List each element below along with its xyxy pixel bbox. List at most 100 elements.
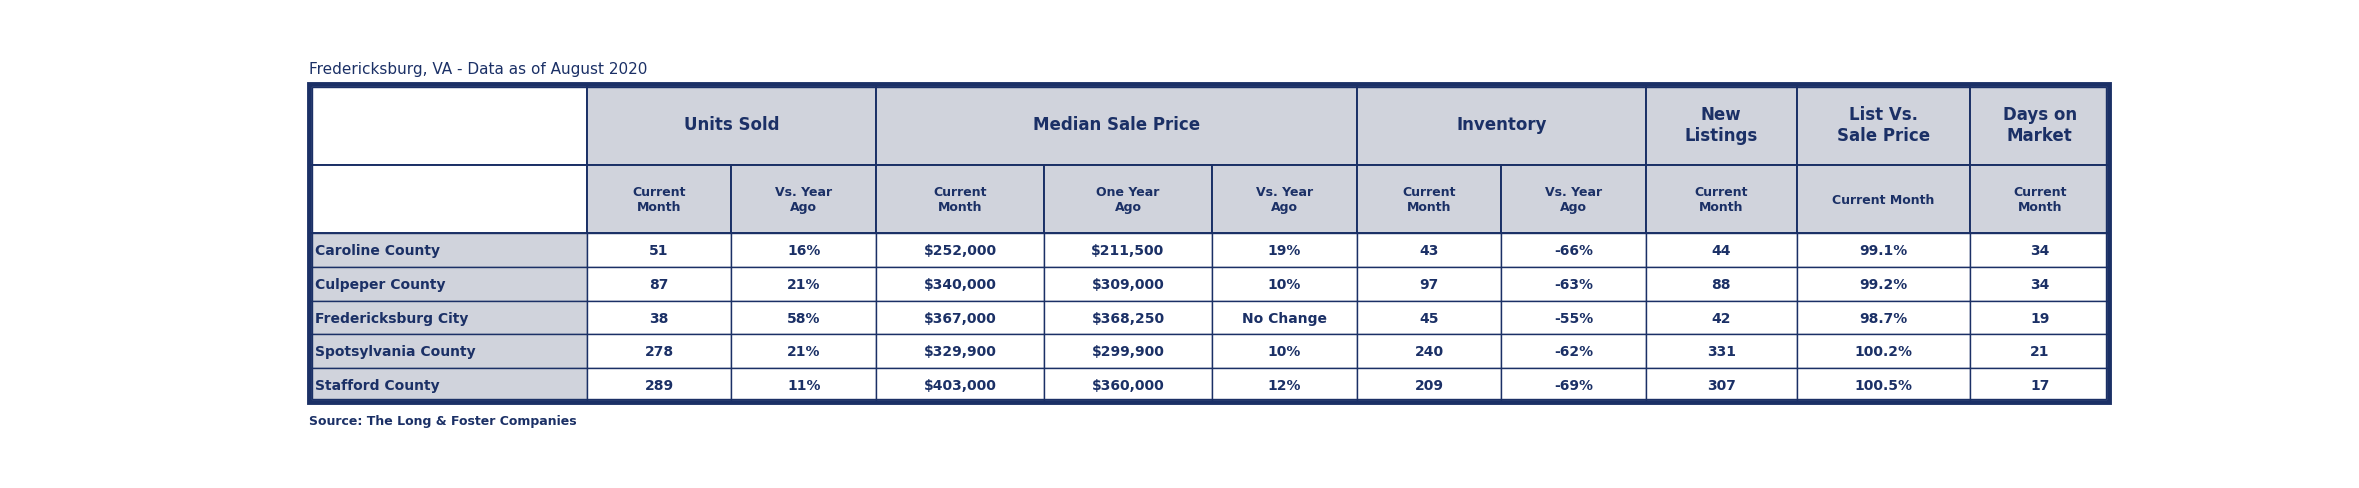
Bar <box>731 368 875 402</box>
Text: Source: The Long & Foster Companies: Source: The Long & Foster Companies <box>309 414 576 427</box>
Text: New
Listings: New Listings <box>1684 106 1757 144</box>
Bar <box>309 85 2109 402</box>
Bar <box>1500 368 1647 402</box>
Text: $329,900: $329,900 <box>925 345 995 359</box>
Text: $367,000: $367,000 <box>925 311 995 325</box>
Text: 331: 331 <box>1708 345 1736 359</box>
Text: -69%: -69% <box>1555 378 1592 392</box>
Text: Vs. Year
Ago: Vs. Year Ago <box>1255 186 1314 214</box>
Text: 278: 278 <box>644 345 675 359</box>
Bar <box>1970 85 2109 165</box>
Bar <box>309 165 587 234</box>
Bar <box>1647 85 1798 165</box>
Bar <box>1798 165 1970 234</box>
Bar <box>1500 165 1647 234</box>
Text: $299,900: $299,900 <box>1092 345 1165 359</box>
Text: 88: 88 <box>1713 277 1732 291</box>
Bar <box>1647 301 1798 335</box>
Bar <box>731 301 875 335</box>
Bar <box>309 368 587 402</box>
Bar <box>309 267 587 301</box>
Bar <box>1045 165 1213 234</box>
Bar <box>309 335 587 368</box>
Bar <box>1045 368 1213 402</box>
Bar <box>875 85 1356 165</box>
Bar <box>1500 335 1647 368</box>
Text: List Vs.
Sale Price: List Vs. Sale Price <box>1838 106 1930 144</box>
Text: $252,000: $252,000 <box>922 244 995 258</box>
Bar <box>309 301 587 335</box>
Bar <box>1213 335 1356 368</box>
Text: 100.2%: 100.2% <box>1854 345 1913 359</box>
Text: 51: 51 <box>649 244 670 258</box>
Text: $403,000: $403,000 <box>925 378 995 392</box>
Bar <box>731 267 875 301</box>
Text: 43: 43 <box>1420 244 1439 258</box>
Text: Median Sale Price: Median Sale Price <box>1033 116 1201 134</box>
Text: Current
Month: Current Month <box>2012 186 2066 214</box>
Text: Current
Month: Current Month <box>934 186 986 214</box>
Bar <box>1647 368 1798 402</box>
Bar <box>875 335 1045 368</box>
Bar <box>309 85 587 165</box>
Bar <box>1798 85 1970 165</box>
Text: Inventory: Inventory <box>1456 116 1548 134</box>
Bar <box>1798 267 1970 301</box>
Text: One Year
Ago: One Year Ago <box>1097 186 1161 214</box>
Text: 34: 34 <box>2031 277 2050 291</box>
Bar <box>1970 335 2109 368</box>
Bar <box>587 267 731 301</box>
Text: $360,000: $360,000 <box>1092 378 1165 392</box>
Bar <box>1213 234 1356 267</box>
Bar <box>1356 368 1500 402</box>
Bar <box>587 335 731 368</box>
Bar <box>731 335 875 368</box>
Text: 58%: 58% <box>788 311 821 325</box>
Bar <box>1798 301 1970 335</box>
Bar <box>1356 301 1500 335</box>
Bar <box>1500 234 1647 267</box>
Bar <box>1647 267 1798 301</box>
Text: Caroline County: Caroline County <box>316 244 441 258</box>
Text: Stafford County: Stafford County <box>316 378 439 392</box>
Text: 21%: 21% <box>788 277 821 291</box>
Text: No Change: No Change <box>1241 311 1326 325</box>
Text: 12%: 12% <box>1267 378 1302 392</box>
Bar <box>875 301 1045 335</box>
Bar <box>1356 267 1500 301</box>
Text: 289: 289 <box>644 378 675 392</box>
Bar <box>1647 165 1798 234</box>
Text: $211,500: $211,500 <box>1092 244 1165 258</box>
Text: 17: 17 <box>2031 378 2050 392</box>
Text: -66%: -66% <box>1555 244 1592 258</box>
Bar <box>1500 267 1647 301</box>
Text: 240: 240 <box>1415 345 1444 359</box>
Text: -63%: -63% <box>1555 277 1592 291</box>
Text: 99.1%: 99.1% <box>1859 244 1908 258</box>
Bar <box>587 85 875 165</box>
Bar <box>875 368 1045 402</box>
Bar <box>1970 165 2109 234</box>
Text: Current
Month: Current Month <box>1694 186 1748 214</box>
Bar <box>1045 301 1213 335</box>
Bar <box>1970 234 2109 267</box>
Text: 307: 307 <box>1708 378 1736 392</box>
Text: 10%: 10% <box>1267 277 1300 291</box>
Text: 98.7%: 98.7% <box>1859 311 1908 325</box>
Bar <box>1213 301 1356 335</box>
Bar <box>587 234 731 267</box>
Bar <box>1970 301 2109 335</box>
Text: 97: 97 <box>1420 277 1439 291</box>
Bar <box>1045 234 1213 267</box>
Text: 42: 42 <box>1713 311 1732 325</box>
Text: $309,000: $309,000 <box>1092 277 1165 291</box>
Bar <box>875 234 1045 267</box>
Text: 21%: 21% <box>788 345 821 359</box>
Text: 38: 38 <box>649 311 668 325</box>
Text: 100.5%: 100.5% <box>1854 378 1913 392</box>
Bar <box>309 234 587 267</box>
Bar <box>587 368 731 402</box>
Bar <box>1356 85 1647 165</box>
Text: Current
Month: Current Month <box>1401 186 1456 214</box>
Bar <box>1798 335 1970 368</box>
